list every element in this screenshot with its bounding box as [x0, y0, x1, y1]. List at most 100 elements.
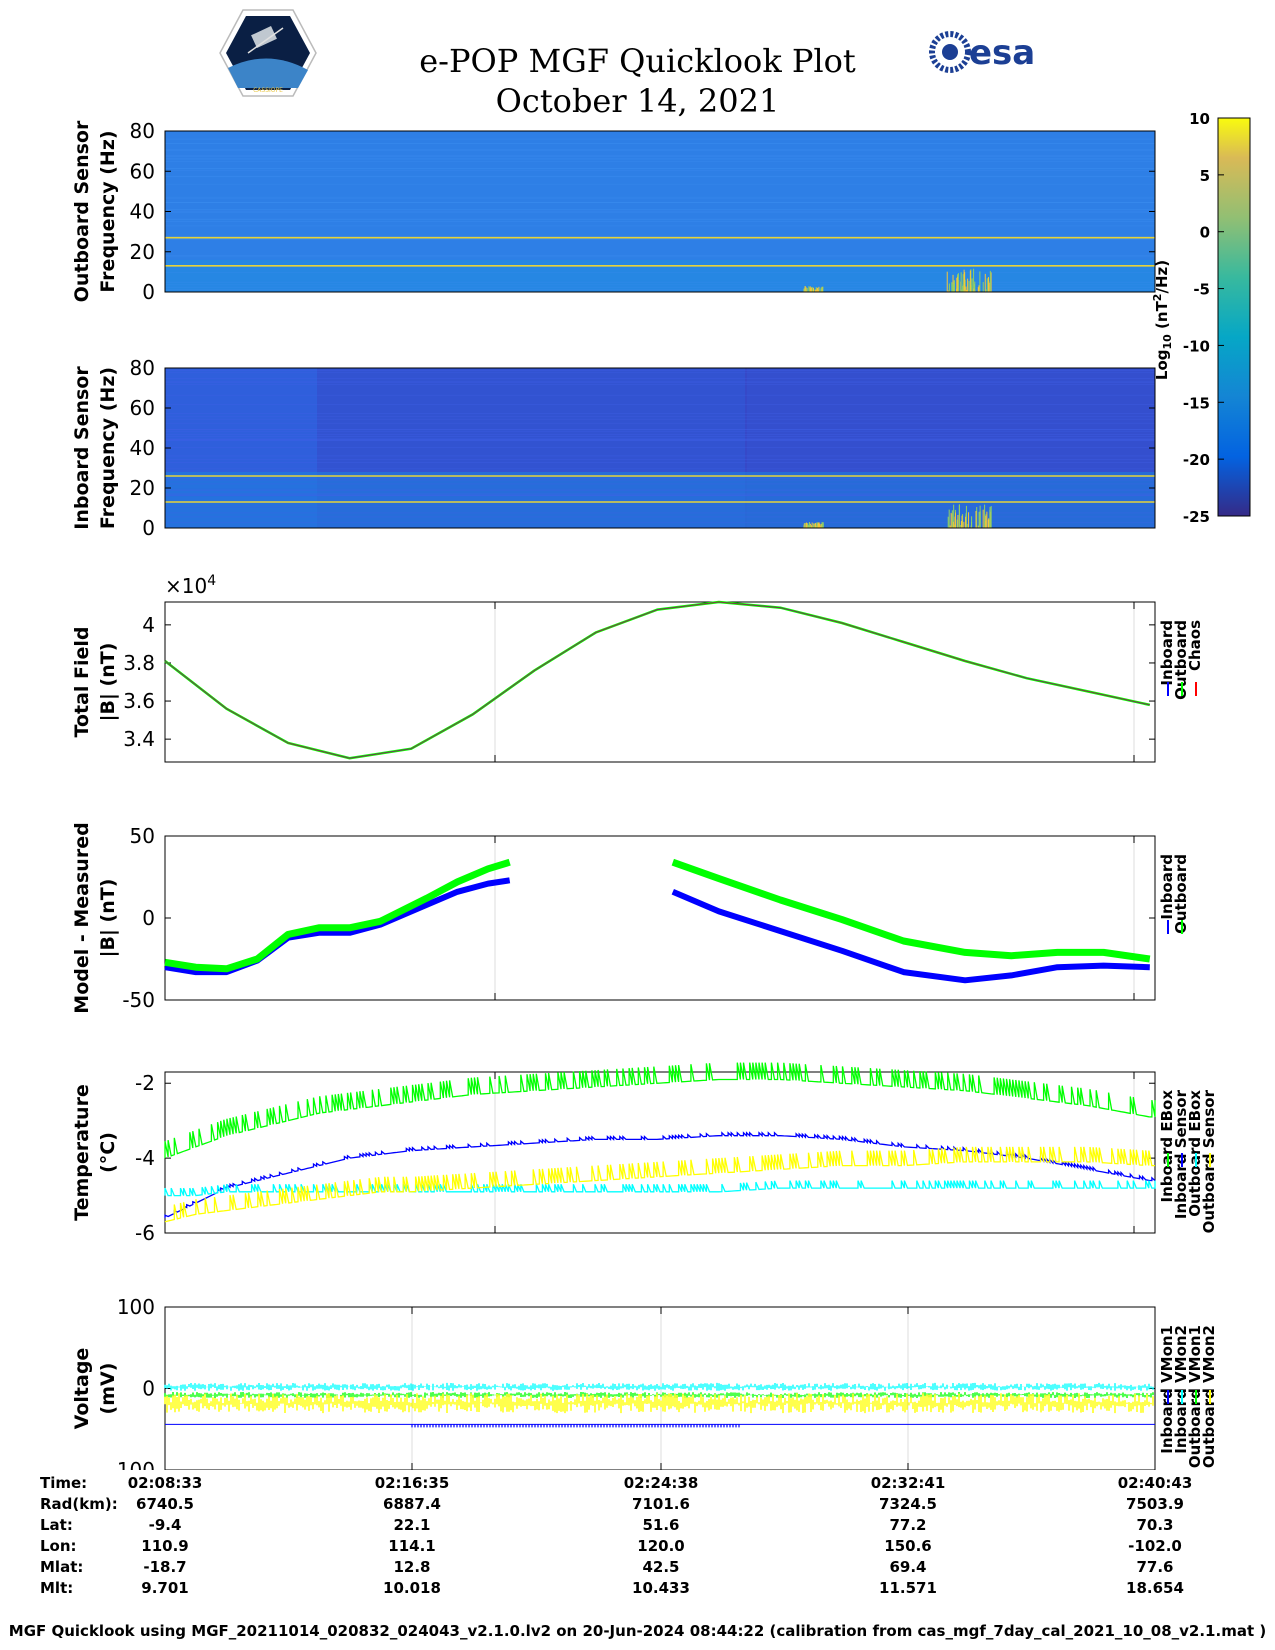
colorbar-tick-label: -20 [1183, 451, 1210, 469]
y-tick-label: 60 [130, 396, 155, 420]
y-axis-label: Voltage [71, 1348, 93, 1430]
y-axis-label: |B| (nT) [97, 643, 119, 722]
y-tick-label: 60 [130, 159, 155, 183]
ephemeris-value: 120.0 [637, 1537, 685, 1555]
axes-frame [164, 1071, 1156, 1234]
y-tick-label: 0 [142, 516, 155, 540]
cassiope-logo-text: CASSIOPE [253, 87, 283, 94]
y-tick-label: 3.6 [123, 689, 155, 713]
series-inboard-ebox [164, 1062, 1156, 1159]
voltage-panel: 100 0 -100 Voltage (mV) Inboard VMon1Inboard … [71, 1295, 1218, 1470]
plot-title: e-POP MGF Quicklook Plot [419, 42, 856, 80]
axes-frame [164, 601, 1156, 763]
ephemeris-value: 02:24:38 [623, 1474, 699, 1492]
total-field-panel: 4 3.8 3.6 3.4 Total Field |B| (nT) ×104 Inboard… [71, 573, 1204, 763]
model-minus-measured-panel: 50 0 -50 Model - Measured |B| (nT) InboardOut… [71, 822, 1190, 1013]
inboard-spectrogram: 80 60 40 20 0 Inboard Sensor Frequency (Hz) [71, 356, 1156, 540]
ephemeris-value: 02:16:35 [374, 1474, 450, 1492]
y-tick-label: 80 [130, 119, 155, 143]
y-tick-label: 0 [142, 280, 155, 304]
ephemeris-value: 12.8 [393, 1558, 431, 1576]
ephemeris-value: 77.2 [889, 1516, 927, 1534]
y-tick-label: 20 [130, 240, 155, 264]
series-inboard [164, 601, 1150, 759]
y-axis-label: (mV) [97, 1363, 119, 1415]
legend-label: Inboard VMon2 [1172, 1325, 1190, 1454]
axes-frame [164, 1306, 1156, 1470]
y-axis-label: Total Field [71, 626, 93, 737]
y-tick-label: 20 [130, 476, 155, 500]
ephemeris-value: 150.6 [884, 1537, 932, 1555]
plot-date: October 14, 2021 [495, 82, 780, 120]
colorbar-tick-label: 5 [1200, 167, 1210, 185]
legend-label: Outboard [1172, 854, 1190, 934]
colorbar: 10 5 0 -5 -10 -15 -20 -25 Log10 (nT2/Hz) [1151, 110, 1251, 526]
esa-logo-text: esa [969, 33, 1035, 73]
ephemeris-value: 77.6 [1136, 1558, 1174, 1576]
legend-label: Inboard EBox [1158, 1090, 1176, 1203]
axes-frame [164, 835, 1156, 1001]
ephemeris-value: 22.1 [393, 1516, 431, 1534]
y-axis-label: Frequency (Hz) [97, 130, 119, 292]
y-axis-label: |B| (nT) [97, 879, 119, 958]
y-tick-label: 40 [130, 436, 155, 460]
y-tick-label: 40 [130, 200, 155, 224]
ephemeris-value: 6740.5 [136, 1495, 194, 1513]
y-axis-label: Inboard Sensor [71, 366, 93, 530]
y-axis-label: Temperature [71, 1084, 93, 1221]
ephemeris-row-label: Rad(km): [40, 1495, 118, 1513]
colorbar-tick-label: -25 [1183, 508, 1210, 526]
y-tick-label: 3.8 [123, 651, 155, 675]
ephemeris-value: 7324.5 [879, 1495, 937, 1513]
y-tick-label: 100 [117, 1295, 155, 1319]
ephemeris-row-label: Mlt: [40, 1579, 74, 1597]
y-tick-label: 3.4 [123, 727, 155, 751]
ephemeris-value: 11.571 [879, 1579, 937, 1597]
ephemeris-value: -9.4 [148, 1516, 182, 1534]
ephemeris-value: 69.4 [889, 1558, 927, 1576]
legend-label: Outboard [1172, 620, 1190, 700]
ephemeris-value: 02:08:33 [127, 1474, 203, 1492]
y-axis-label: Model - Measured [71, 822, 93, 1013]
ephemeris-value: 10.018 [383, 1579, 441, 1597]
y-axis-label: (°C) [97, 1132, 119, 1173]
colorbar-tick-label: -10 [1183, 337, 1210, 355]
legend-label: Chaos [1186, 620, 1204, 671]
y-axis-label: Frequency (Hz) [97, 367, 119, 529]
ephemeris-value: 114.1 [388, 1537, 436, 1555]
colorbar-tick-label: -5 [1193, 281, 1210, 299]
y-tick-label: 4 [142, 613, 155, 637]
ephemeris-value: 18.654 [1126, 1579, 1184, 1597]
colorbar-tick-label: 10 [1189, 110, 1210, 128]
legend-label: Inboard VMon1 [1158, 1325, 1176, 1454]
colorbar-tick-label: -15 [1183, 394, 1210, 412]
ephemeris-value: 02:40:43 [1117, 1474, 1193, 1492]
y-tick-label: -100 [110, 1458, 155, 1470]
series-inboard [164, 877, 511, 976]
series-outboard-vmon2 [164, 1393, 1154, 1414]
y-axis-label: Outboard Sensor [71, 120, 93, 302]
y-tick-label: 50 [130, 824, 155, 848]
outboard-spectrogram: 80 60 40 20 0 Outboard Sensor Frequency (Hz) [71, 119, 1156, 304]
ephemeris-value: 02:32:41 [870, 1474, 946, 1492]
colorbar-label: Log10 (nT2/Hz) [1151, 260, 1174, 380]
y-tick-label: 80 [130, 356, 155, 380]
series-inboard-vmon1-noise [411, 1424, 740, 1428]
y-tick-label: -2 [135, 1071, 155, 1095]
colorbar-gradient [1217, 117, 1251, 517]
colorbar-tick-label: 0 [1200, 224, 1210, 242]
y-tick-label: -6 [135, 1221, 155, 1245]
series-outboard [671, 858, 1151, 963]
footer-caption: MGF Quicklook using MGF_20211014_020832_… [8, 1622, 1267, 1640]
exponent-label: ×104 [165, 573, 216, 598]
ephemeris-value: 9.701 [141, 1579, 189, 1597]
legend-label: Inboard [1158, 620, 1176, 686]
ephemeris-row-label: Time: [40, 1474, 88, 1492]
ephemeris-value: -18.7 [143, 1558, 187, 1576]
ephemeris-value: 7101.6 [632, 1495, 690, 1513]
ephemeris-value: 6887.4 [383, 1495, 441, 1513]
ephemeris-value: 7503.9 [1126, 1495, 1184, 1513]
ephemeris-value: 42.5 [642, 1558, 680, 1576]
